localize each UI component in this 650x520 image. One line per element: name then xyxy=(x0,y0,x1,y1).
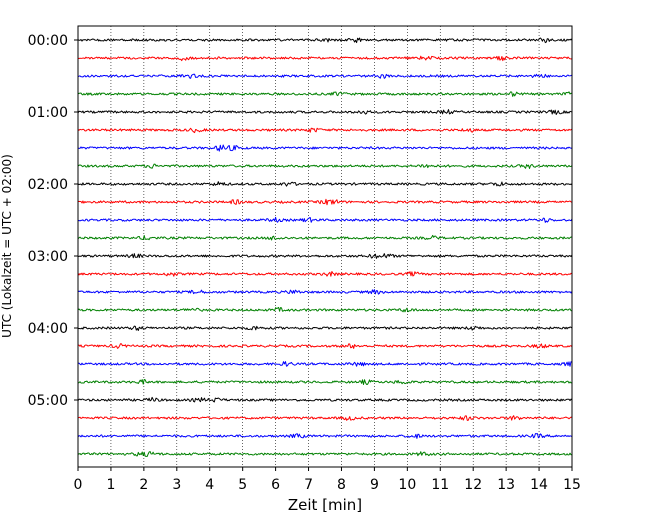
trace-row-7 xyxy=(77,163,573,169)
trace-row-22 xyxy=(77,433,573,439)
trace-row-16 xyxy=(78,325,573,331)
y-tick-label-01:00: 01:00 xyxy=(28,105,68,121)
x-tick-label-5: 5 xyxy=(238,477,247,493)
trace-row-19 xyxy=(78,379,573,385)
y-tick-label-00:00: 00:00 xyxy=(28,33,68,49)
traces xyxy=(77,37,573,457)
y-tick-label-03:00: 03:00 xyxy=(28,249,68,265)
y-tick-label-02:00: 02:00 xyxy=(28,177,68,193)
y-tick-label-05:00: 05:00 xyxy=(28,393,68,409)
trace-row-10 xyxy=(77,216,573,223)
trace-row-9 xyxy=(77,198,573,206)
trace-row-20 xyxy=(77,396,573,403)
x-tick-label-8: 8 xyxy=(337,477,346,493)
trace-row-23 xyxy=(77,451,573,457)
x-tick-label-0: 0 xyxy=(74,477,83,493)
trace-row-17 xyxy=(77,343,573,349)
x-axis-label: Zeit [min] xyxy=(288,496,362,514)
x-tick-label-1: 1 xyxy=(106,477,115,493)
trace-row-3 xyxy=(77,91,573,97)
trace-row-21 xyxy=(77,415,573,421)
trace-row-5 xyxy=(77,127,573,134)
y-tick-label-04:00: 04:00 xyxy=(28,321,68,337)
x-tick-label-12: 12 xyxy=(464,477,482,493)
x-axis: 0 1 2 3 4 5 6 7 8 9 10 11 12 13 14 15 xyxy=(74,467,581,493)
trace-row-8 xyxy=(77,181,573,187)
trace-row-12 xyxy=(77,253,573,259)
x-tick-label-6: 6 xyxy=(271,477,280,493)
trace-row-2 xyxy=(77,73,573,79)
trace-row-18 xyxy=(77,361,573,367)
x-tick-label-10: 10 xyxy=(398,477,416,493)
trace-row-14 xyxy=(77,289,573,295)
plot-frame xyxy=(77,25,573,468)
trace-row-6 xyxy=(77,144,573,152)
x-tick-label-9: 9 xyxy=(370,477,379,493)
y-axis-label: UTC (Lokalzeit = UTC + 02:00) xyxy=(0,154,14,338)
x-tick-label-13: 13 xyxy=(497,477,515,493)
trace-row-0 xyxy=(77,37,573,44)
x-tick-label-14: 14 xyxy=(530,477,548,493)
trace-row-4 xyxy=(77,109,572,115)
y-axis: 00:00 01:00 02:00 03:00 04:00 05:00 xyxy=(28,33,78,409)
trace-row-11 xyxy=(77,234,573,241)
x-tick-label-2: 2 xyxy=(139,477,148,493)
trace-row-13 xyxy=(77,271,573,277)
x-tick-label-3: 3 xyxy=(172,477,181,493)
x-tick-label-15: 15 xyxy=(563,477,581,493)
x-tick-label-11: 11 xyxy=(431,477,449,493)
x-tick-label-4: 4 xyxy=(205,477,214,493)
trace-row-15 xyxy=(77,306,573,313)
plot-background xyxy=(78,26,572,467)
x-tick-label-7: 7 xyxy=(304,477,313,493)
trace-row-1 xyxy=(77,55,573,62)
